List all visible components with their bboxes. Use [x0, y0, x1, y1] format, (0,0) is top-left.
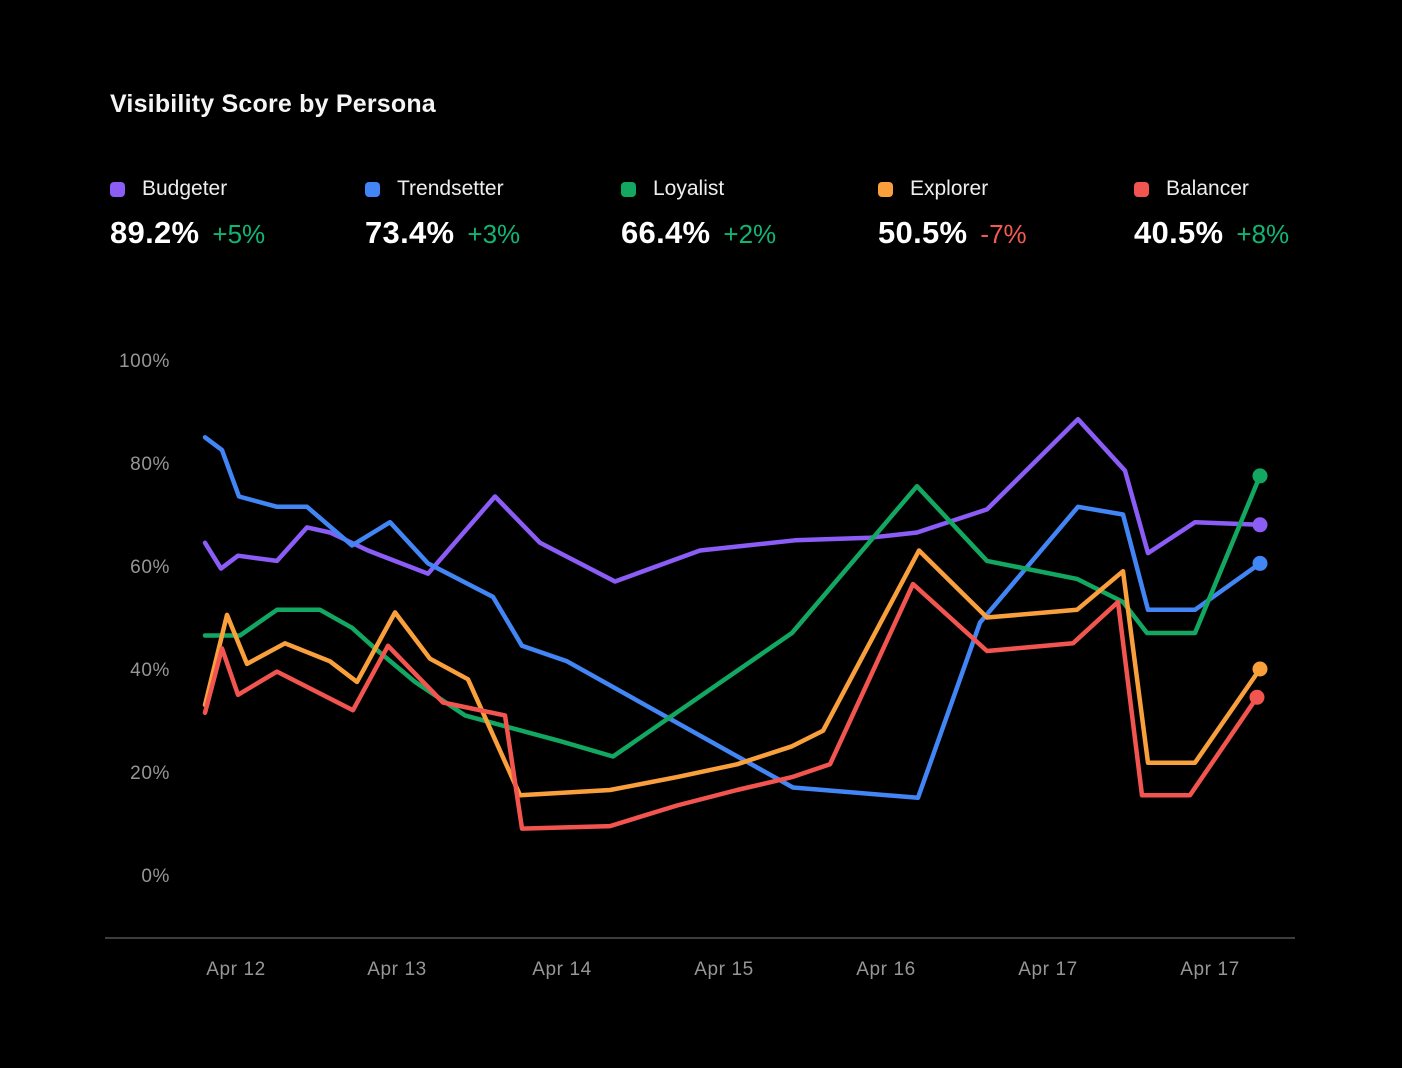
x-tick-label: Apr 15 [694, 959, 754, 980]
x-tick-label: Apr 13 [367, 959, 427, 980]
explorer-swatch-icon [878, 181, 893, 197]
legend-item-loyalist[interactable]: Loyalist 66.4% +2% [621, 177, 777, 251]
y-tick-label: 60% [130, 557, 170, 578]
loyalist-swatch-icon [621, 181, 636, 197]
legend-delta: -7% [980, 219, 1027, 249]
legend-value: 40.5% [1134, 215, 1224, 250]
series-endpoint-trendsetter [1252, 555, 1268, 571]
legend-delta: +5% [212, 219, 266, 249]
legend-delta: +2% [723, 219, 777, 249]
legend-item-balancer[interactable]: Balancer 40.5% +8% [1134, 177, 1290, 251]
legend-value: 50.5% [878, 215, 968, 250]
legend-value: 66.4% [621, 215, 711, 250]
y-tick-label: 40% [130, 660, 170, 681]
x-tick-label: Apr 16 [856, 959, 916, 980]
x-tick-label: Apr 14 [532, 959, 592, 980]
balancer-swatch-icon [1134, 181, 1149, 197]
y-tick-label: 80% [130, 454, 170, 475]
y-tick-label: 0% [141, 866, 170, 887]
series-line-trendsetter [202, 435, 1263, 801]
legend-label: Loyalist [653, 177, 725, 200]
series-line-balancer [202, 581, 1260, 831]
legend-item-explorer[interactable]: Explorer 50.5% -7% [878, 177, 1027, 251]
legend-label: Budgeter [142, 177, 228, 200]
legend-delta: +3% [467, 219, 521, 249]
legend-label: Explorer [910, 177, 989, 200]
legend-item-budgeter[interactable]: Budgeter 89.2% +5% [110, 177, 266, 251]
x-tick-label: Apr 17 [1018, 959, 1078, 980]
series-endpoint-loyalist [1252, 468, 1268, 484]
series-endpoint-balancer [1249, 689, 1265, 705]
series-line-budgeter [202, 416, 1263, 584]
legend-label: Balancer [1166, 177, 1249, 200]
legend-item-trendsetter[interactable]: Trendsetter 73.4% +3% [365, 177, 521, 251]
legend-delta: +8% [1236, 219, 1290, 249]
series-endpoint-explorer [1252, 661, 1268, 677]
page-title: Visibility Score by Persona [110, 90, 436, 118]
y-tick-label: 100% [119, 351, 170, 372]
series-line-explorer [202, 548, 1263, 798]
legend-value: 73.4% [365, 215, 455, 250]
budgeter-swatch-icon [110, 181, 125, 197]
legend-value: 89.2% [110, 215, 200, 250]
x-tick-label: Apr 12 [206, 959, 266, 980]
series-endpoint-budgeter [1252, 517, 1268, 533]
legend-label: Trendsetter [397, 177, 504, 200]
trendsetter-swatch-icon [365, 181, 380, 197]
y-tick-label: 20% [130, 763, 170, 784]
x-tick-label: Apr 17 [1180, 959, 1240, 980]
